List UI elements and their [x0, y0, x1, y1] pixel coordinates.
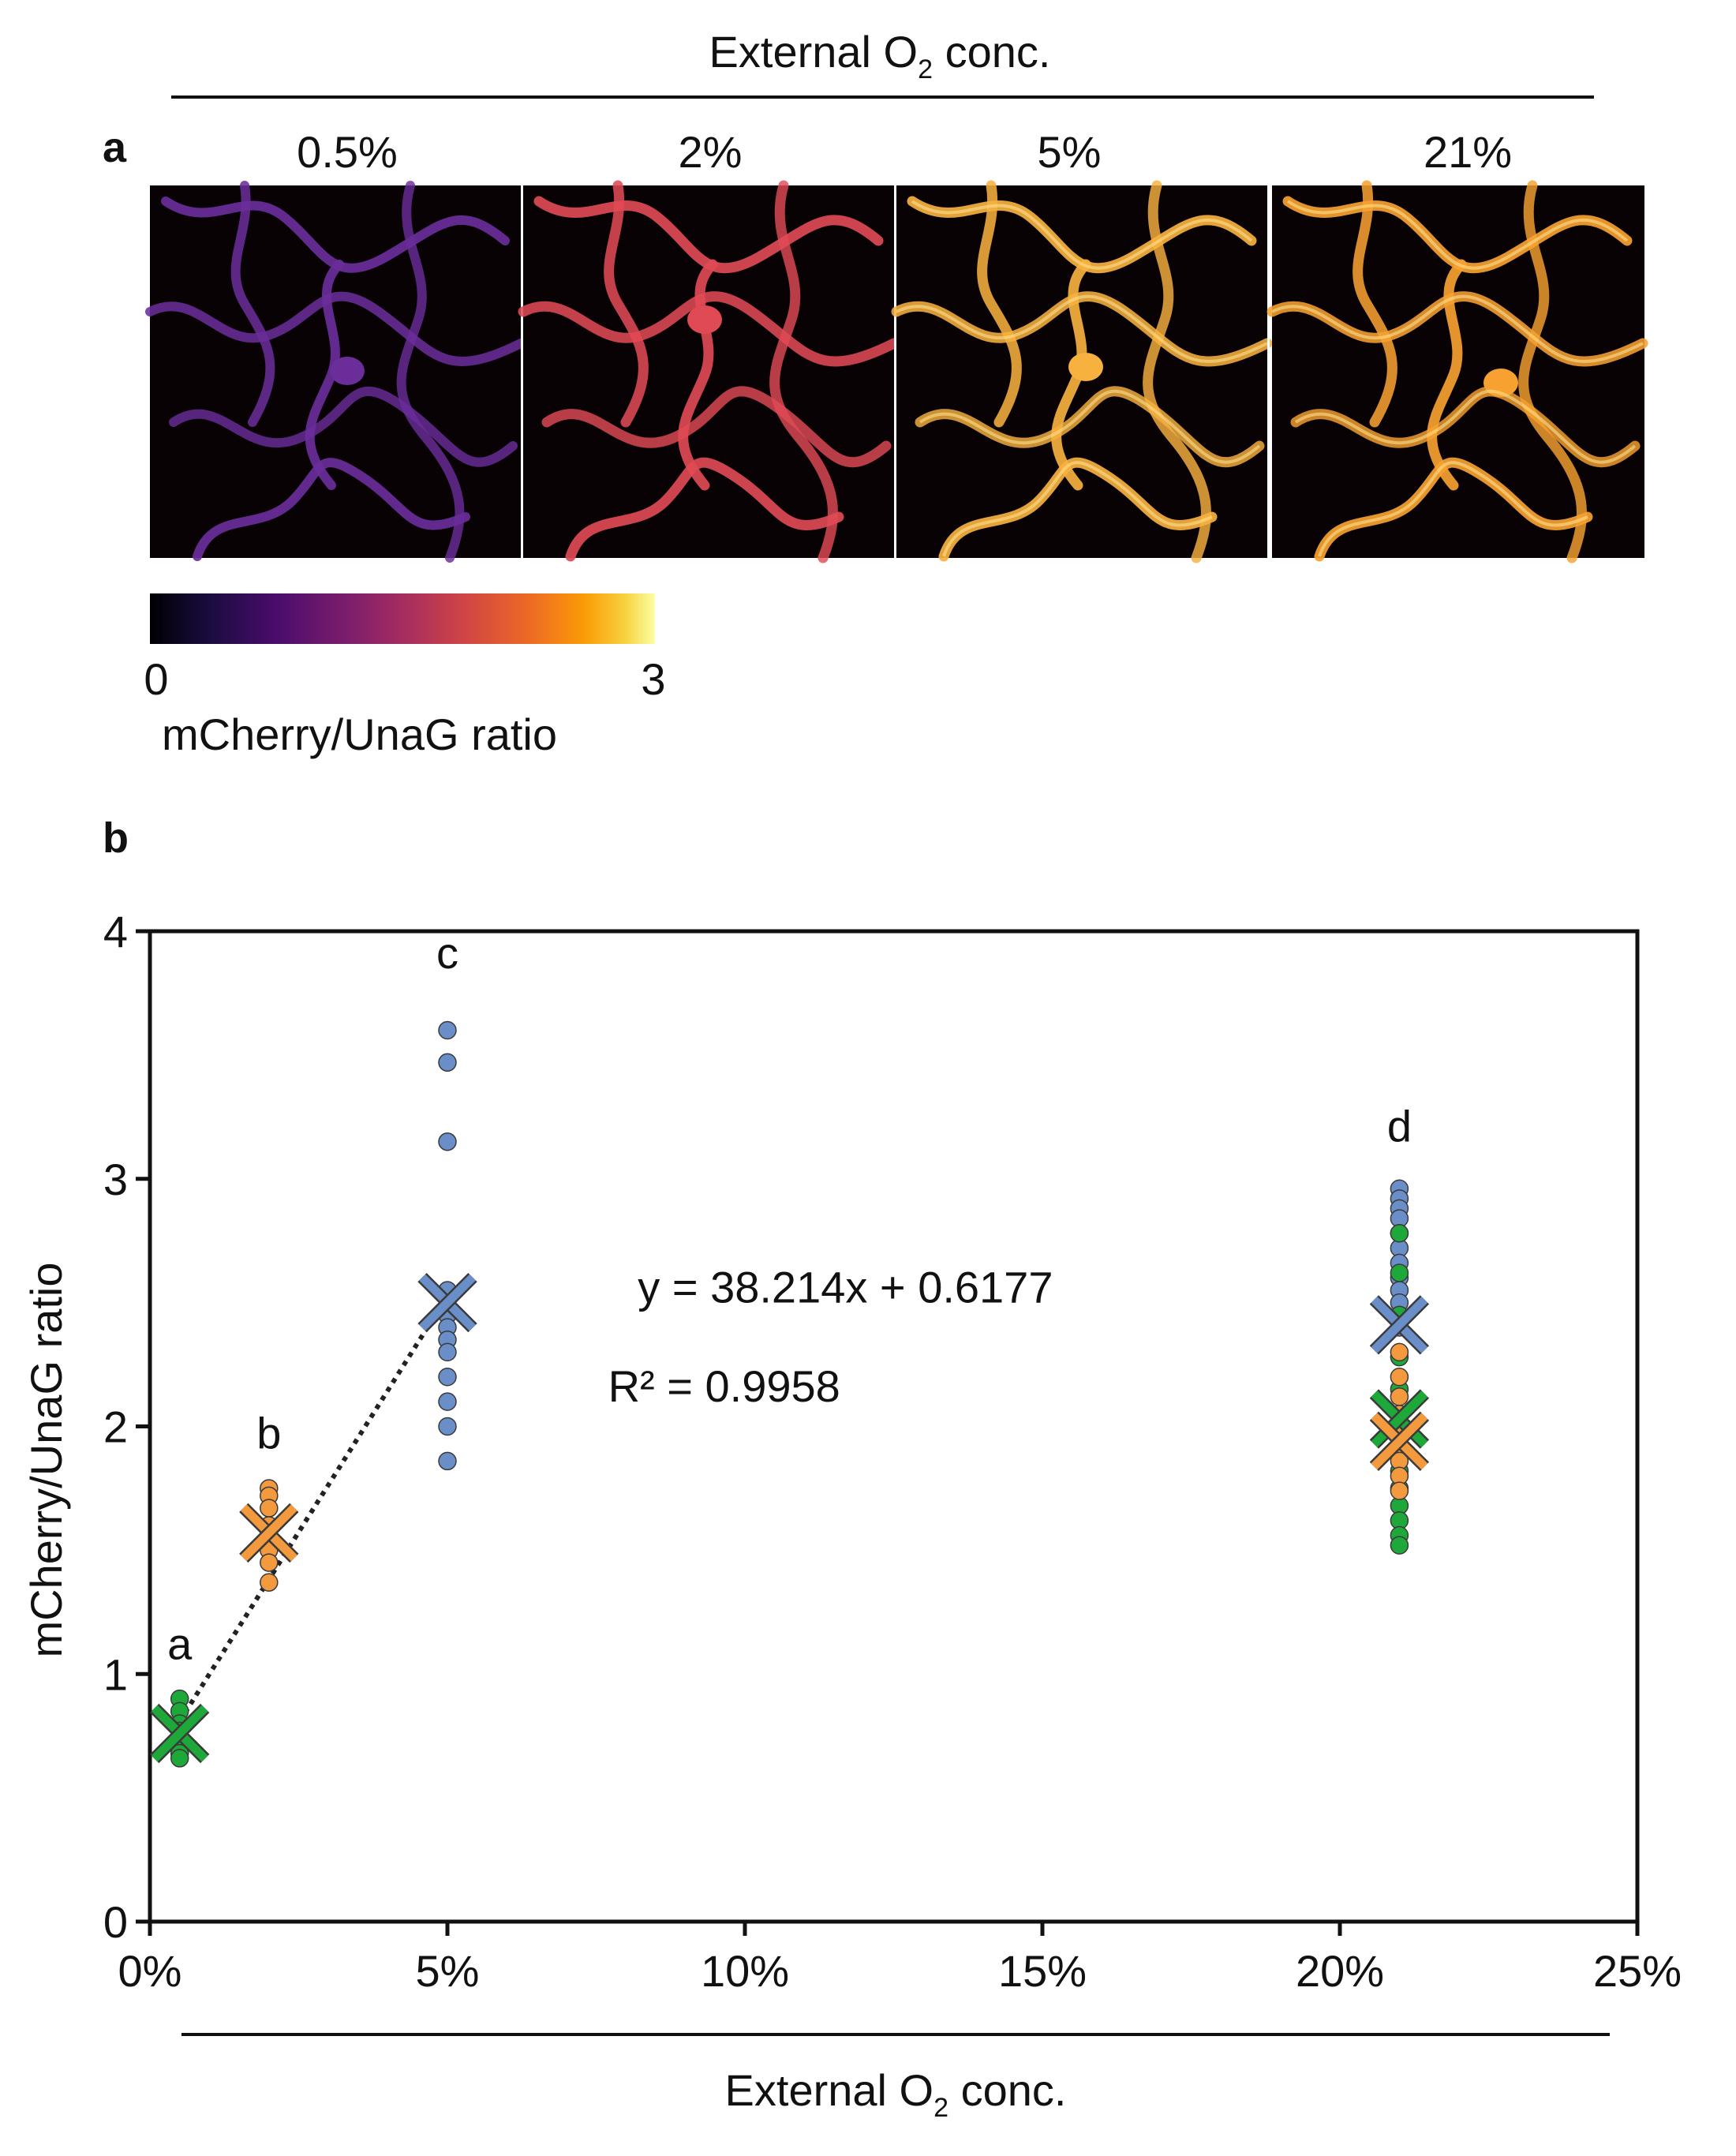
- data-point: [260, 1573, 279, 1592]
- data-point: [1390, 1263, 1409, 1282]
- mean-marker: [239, 1503, 299, 1563]
- colorbar: [150, 593, 655, 644]
- data-point: [438, 1132, 457, 1151]
- condition-label: 2%: [679, 127, 743, 177]
- condition-label: 21%: [1424, 127, 1512, 177]
- data-point: [438, 1368, 457, 1387]
- mean-marker: [1369, 1411, 1430, 1471]
- panel-a-header: External O2 conc.: [709, 27, 1051, 84]
- y-tick-label: 1: [103, 1649, 128, 1699]
- data-point: [1390, 1481, 1409, 1500]
- microscopy-image: [145, 181, 526, 563]
- axes: 0 1 2 3 4 0% 5% 10% 15% 20% 25%: [103, 907, 1682, 1996]
- y-tick-label: 3: [103, 1155, 128, 1204]
- data-point: [438, 1053, 457, 1072]
- data-point: [438, 1392, 457, 1411]
- mean-marker: [1369, 1295, 1430, 1355]
- data-point: [170, 1749, 189, 1768]
- panel-a-label: a: [103, 124, 127, 171]
- significance-letter: c: [436, 928, 458, 978]
- scatter-plot: 0 1 2 3 4 0% 5% 10% 15% 20% 25% a b c d y = 38.214x +…: [103, 907, 1682, 1996]
- mean-marker: [1369, 1389, 1430, 1449]
- trendline-layer: [178, 1294, 450, 1723]
- significance-letters: a b c d: [167, 928, 1412, 1668]
- condition-labels: 0.5% 2% 5% 21%: [297, 127, 1512, 177]
- significance-letter: b: [256, 1409, 281, 1458]
- regression-annotation: R² = 0.9958: [608, 1361, 840, 1411]
- data-point: [1390, 1224, 1409, 1243]
- colorbar-title: mCherry/UnaG ratio: [162, 709, 557, 759]
- trendline: [178, 1294, 450, 1723]
- x-tick-label: 25%: [1593, 1946, 1682, 1996]
- data-point: [1390, 1368, 1409, 1387]
- mean-marker: [150, 1703, 210, 1764]
- microscopy-images: [145, 180, 1648, 563]
- x-tick-label: 20%: [1296, 1946, 1384, 1996]
- data-point: [1390, 1387, 1409, 1406]
- data-point: [1390, 1342, 1409, 1362]
- data-point: [260, 1499, 279, 1518]
- condition-label: 0.5%: [297, 127, 398, 177]
- y-tick-label: 2: [103, 1402, 128, 1452]
- x-axis-label: External O2 conc.: [725, 2065, 1067, 2123]
- x-tick-label: 15%: [998, 1946, 1087, 1996]
- condition-label: 5%: [1038, 127, 1102, 177]
- x-tick-label: 10%: [701, 1946, 789, 1996]
- y-axis-label: mCherry/UnaG ratio: [21, 1262, 71, 1657]
- data-point: [1390, 1536, 1409, 1555]
- data-point: [260, 1553, 279, 1572]
- x-tick-label: 5%: [416, 1946, 480, 1996]
- colorbar-max-label: 3: [641, 654, 665, 704]
- regression-annotation: y = 38.214x + 0.6177: [638, 1263, 1053, 1312]
- colorbar-min-label: 0: [144, 654, 168, 704]
- x-tick-label: 0%: [118, 1946, 182, 1996]
- data-point: [438, 1417, 457, 1436]
- data-point: [438, 1020, 457, 1040]
- data-point: [438, 1342, 457, 1362]
- mean-marker: [417, 1272, 477, 1333]
- y-tick-label: 0: [103, 1897, 128, 1947]
- microscopy-image: [891, 180, 1273, 563]
- panel-b-label: b: [103, 814, 129, 862]
- significance-letter: a: [167, 1619, 193, 1668]
- y-tick-label: 4: [103, 907, 128, 956]
- microscopy-image: [518, 180, 900, 563]
- microscopy-image: [1266, 180, 1648, 563]
- mean-markers-layer: [150, 1272, 1430, 1764]
- data-point: [438, 1451, 457, 1471]
- significance-letter: d: [1387, 1102, 1412, 1151]
- regression-annotations: y = 38.214x + 0.6177 R² = 0.9958: [608, 1263, 1053, 1412]
